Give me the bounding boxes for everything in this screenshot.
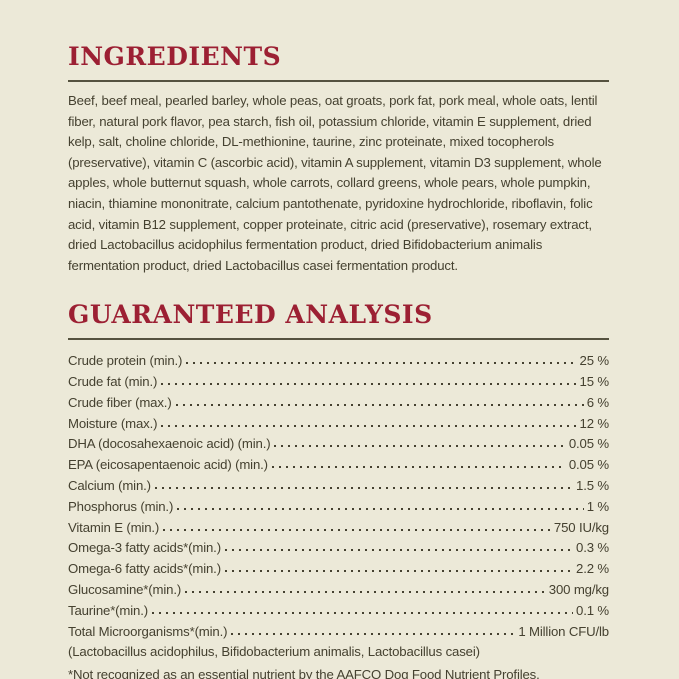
analysis-row-value: 300 mg/kg xyxy=(548,581,609,597)
analysis-row: Total Microorganisms*(min.) 1 Million CF… xyxy=(68,618,609,639)
dot-leader xyxy=(175,403,584,406)
ingredients-divider xyxy=(68,80,609,82)
analysis-row-label: Crude fiber (max.) xyxy=(68,394,172,410)
analysis-row-value: 6 % xyxy=(586,394,609,410)
analysis-row-label: Omega-3 fatty acids*(min.) xyxy=(68,540,221,556)
analysis-row-value: 2.2 % xyxy=(576,561,609,577)
analysis-row: Taurine*(min.) 0.1 % xyxy=(68,597,609,618)
dot-leader xyxy=(185,590,546,593)
analysis-row: EPA (eicosapentaenoic acid) (min.) 0.05 … xyxy=(68,451,609,472)
analysis-row-label: Vitamin E (min.) xyxy=(68,519,160,535)
analysis-row-value: 15 % xyxy=(579,373,610,389)
microorganisms-note: (Lactobacillus acidophilus, Bifidobacter… xyxy=(68,643,480,659)
analysis-row-label: Calcium (min.) xyxy=(68,477,151,493)
analysis-row-label: Glucosamine*(min.) xyxy=(68,581,182,597)
analysis-row: Calcium (min.) 1.5 % xyxy=(68,472,609,493)
analysis-row-label: Taurine*(min.) xyxy=(68,602,148,618)
analysis-row-label: Moisture (max.) xyxy=(68,415,158,431)
dot-leader xyxy=(231,632,516,635)
analysis-row-value: 1.5 % xyxy=(576,477,609,493)
dot-leader xyxy=(271,466,566,469)
dot-leader xyxy=(186,362,577,365)
analysis-row-value: 0.05 % xyxy=(568,436,609,452)
analysis-row-value: 1 Million CFU/lb xyxy=(518,623,609,639)
analysis-row-value: 12 % xyxy=(579,415,610,431)
dot-leader xyxy=(224,570,574,573)
guaranteed-analysis-title: GUARANTEED ANALYSIS xyxy=(68,300,433,330)
analysis-row-value: 0.3 % xyxy=(576,540,609,556)
analysis-row-label: EPA (eicosapentaenoic acid) (min.) xyxy=(68,457,268,473)
analysis-row: Glucosamine*(min.) 300 mg/kg xyxy=(68,576,609,597)
analysis-row-value: 0.05 % xyxy=(568,457,609,473)
dot-leader xyxy=(163,528,551,531)
guaranteed-analysis-divider xyxy=(68,338,609,341)
ingredients-title: INGREDIENTS xyxy=(68,42,282,71)
analysis-row: Vitamin E (min.) 750 IU/kg xyxy=(68,514,609,535)
dot-leader xyxy=(274,445,566,448)
analysis-row: Phosphorus (min.) 1 % xyxy=(68,493,609,514)
dot-leader xyxy=(161,424,577,427)
analysis-row-label: Phosphorus (min.) xyxy=(68,498,174,514)
analysis-row: DHA (docosahexaenoic acid) (min.) 0.05 % xyxy=(68,431,609,452)
analysis-row-label: Omega-6 fatty acids*(min.) xyxy=(68,561,221,577)
analysis-row-label: DHA (docosahexaenoic acid) (min.) xyxy=(68,436,271,452)
analysis-row: Crude protein (min.) 25 % xyxy=(68,347,609,368)
analysis-row-label: Crude protein (min.) xyxy=(68,353,183,369)
analysis-row: Crude fiber (max.) 6 % xyxy=(68,389,609,410)
analysis-row-value: 750 IU/kg xyxy=(553,519,609,535)
dot-leader xyxy=(151,611,574,614)
guaranteed-analysis-section: GUARANTEED ANALYSIS Crude protein (min.)… xyxy=(68,300,609,679)
analysis-row: Omega-6 fatty acids*(min.) 2.2 % xyxy=(68,555,609,576)
dot-leader xyxy=(154,486,574,489)
analysis-row-label: Total Microorganisms*(min.) xyxy=(68,623,228,639)
analysis-row: Omega-3 fatty acids*(min.) 0.3 % xyxy=(68,535,609,556)
dot-leader xyxy=(161,382,577,385)
dot-leader xyxy=(224,549,574,552)
analysis-table: Crude protein (min.) 25 % Crude fat (min… xyxy=(68,347,609,638)
ingredients-section: INGREDIENTS Beef, beef meal, pearled bar… xyxy=(68,42,609,276)
ingredients-text: Beef, beef meal, pearled barley, whole p… xyxy=(68,93,602,273)
dot-leader xyxy=(177,507,584,510)
analysis-row: Crude fat (min.) 15 % xyxy=(68,368,609,389)
analysis-row-value: 25 % xyxy=(579,353,610,369)
analysis-row: Moisture (max.) 12 % xyxy=(68,410,609,431)
analysis-row-value: 0.1 % xyxy=(576,602,609,618)
analysis-row-label: Crude fat (min.) xyxy=(68,373,158,389)
aafco-footnote: *Not recognized as an essential nutrient… xyxy=(68,666,540,679)
analysis-row-value: 1 % xyxy=(586,498,609,514)
